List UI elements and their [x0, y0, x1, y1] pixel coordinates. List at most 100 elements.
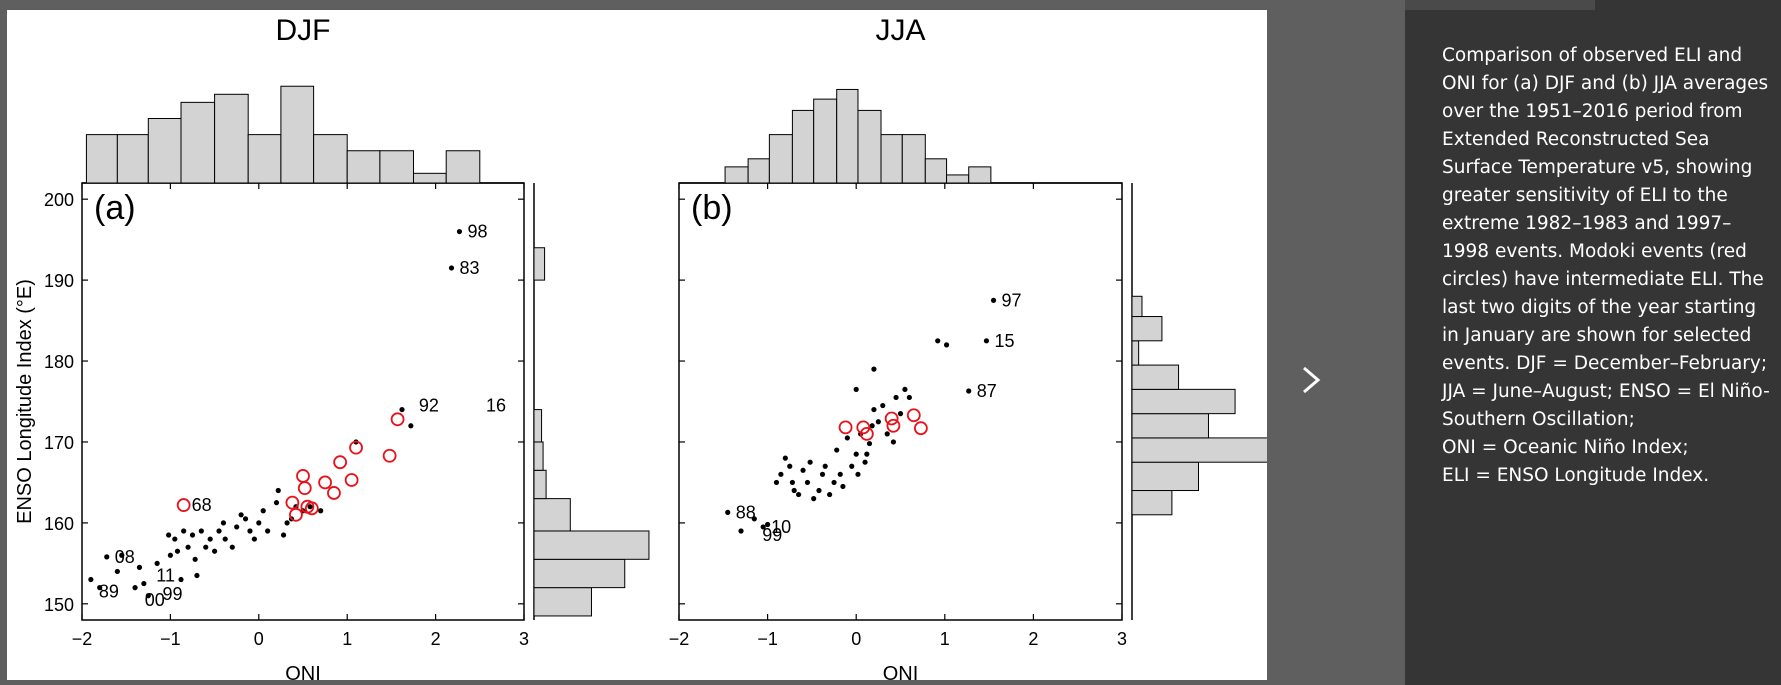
scatter-point	[804, 479, 811, 486]
modoki-point	[390, 412, 405, 427]
histogram-bar	[747, 158, 770, 184]
modoki-point	[382, 448, 397, 463]
scatter-point	[181, 528, 187, 534]
modoki-point	[856, 420, 871, 435]
modoki-point	[297, 481, 312, 495]
modoki-point	[296, 469, 310, 483]
event-year-label: 88	[736, 502, 756, 522]
caption-tab[interactable]	[1405, 0, 1595, 10]
event-year-label: 92	[419, 396, 439, 416]
histogram-bar	[1131, 295, 1143, 318]
modoki-point	[333, 455, 348, 470]
modoki-point	[859, 426, 874, 441]
scatter-point	[141, 580, 147, 587]
scatter-point	[234, 524, 240, 530]
scatter-point	[166, 532, 172, 538]
histogram-bar	[533, 558, 626, 589]
scatter-point	[207, 536, 213, 542]
histogram-bar	[1131, 316, 1163, 342]
histogram-bar	[533, 530, 650, 560]
scatter-point	[203, 544, 209, 550]
next-figure-button[interactable]	[1290, 350, 1330, 410]
x-tick-label: −2	[72, 629, 93, 649]
x-tick-label: 2	[431, 629, 441, 649]
scatter-point	[796, 491, 802, 498]
scatter-point	[760, 524, 766, 530]
caption-body: Comparison of observed ELI and ONI for (…	[1442, 45, 1770, 430]
histogram-bar	[968, 166, 992, 184]
histogram-bar	[533, 247, 546, 281]
scatter-point	[765, 521, 771, 528]
event-year-label: 15	[994, 331, 1014, 351]
histogram-bar	[1131, 490, 1173, 516]
y-tick-label: 180	[44, 352, 74, 372]
y-tick-label: 200	[44, 190, 74, 210]
scatter-point	[834, 447, 840, 453]
scatter-point	[816, 487, 822, 494]
event-year-label: 08	[115, 547, 135, 567]
scatter-point	[242, 516, 249, 522]
scatter-point	[229, 544, 235, 550]
scatter-point	[399, 406, 405, 413]
scatter-point	[831, 479, 837, 486]
x-axis-label: ONI	[883, 663, 919, 680]
scatter-point	[862, 459, 868, 465]
scatter-point	[251, 536, 257, 542]
scatter-point	[136, 564, 143, 570]
histogram-bar	[836, 88, 859, 184]
histogram-bar	[346, 150, 381, 184]
modoki-point	[318, 475, 333, 490]
x-tick-label: 3	[519, 629, 529, 649]
scatter-point	[216, 528, 222, 534]
scatter-point	[840, 483, 846, 490]
scatter-point	[318, 508, 324, 514]
modoki-point	[304, 501, 319, 516]
histogram-bar	[1131, 388, 1236, 415]
scatter-point	[871, 406, 877, 413]
x-axis-label: ONI	[285, 663, 321, 680]
scatter-point	[778, 471, 784, 477]
scatter-point	[884, 431, 890, 437]
scatter-point	[247, 528, 253, 534]
scatter-point	[448, 265, 455, 271]
modoki-point	[884, 411, 899, 426]
histogram-bar	[1131, 413, 1209, 439]
caption-panel: Comparison of observed ELI and ONI for (…	[1405, 0, 1781, 685]
scatter-point	[192, 556, 198, 562]
x-tick-label: 1	[342, 629, 352, 649]
event-year-label: 99	[162, 584, 182, 604]
event-year-label: 16	[486, 396, 506, 416]
event-year-label: 10	[771, 517, 791, 537]
histogram-bar	[1131, 340, 1140, 366]
panel-label: (a)	[94, 189, 136, 227]
scatter-point	[220, 520, 227, 526]
scatter-point	[408, 423, 414, 429]
histogram-bar	[379, 150, 414, 184]
modoki-point	[913, 421, 928, 436]
event-year-label: 98	[467, 222, 487, 242]
histogram-bar	[1131, 364, 1180, 390]
modoki-point	[349, 440, 363, 455]
event-year-label: 00	[145, 590, 165, 610]
event-year-label: 87	[977, 381, 997, 401]
modoki-point	[289, 507, 303, 522]
scatter-point	[172, 536, 178, 542]
scatter-point	[132, 585, 138, 591]
x-tick-label: 0	[254, 629, 264, 649]
scatter-point	[983, 338, 990, 344]
histogram-bar	[247, 134, 282, 184]
figure-viewer: −2 −1 0 1 2 3 150 160 170 180 190 200 (a) DJF ONI ENSO …	[7, 10, 1330, 680]
scatter-point	[880, 402, 886, 409]
figure-image[interactable]: −2 −1 0 1 2 3 150 160 170 180 190 200 (a) DJF ONI ENSO …	[7, 10, 1267, 680]
histogram-bar	[413, 172, 447, 184]
modoki-point	[906, 408, 921, 423]
histogram-bar	[214, 93, 249, 184]
scatter-point	[897, 411, 904, 417]
scatter-point	[154, 560, 160, 566]
event-year-label: 68	[192, 495, 212, 515]
scatter-point	[871, 366, 877, 372]
histogram-bar	[946, 174, 970, 184]
scatter-point	[869, 423, 875, 429]
scatter-point	[827, 491, 833, 498]
